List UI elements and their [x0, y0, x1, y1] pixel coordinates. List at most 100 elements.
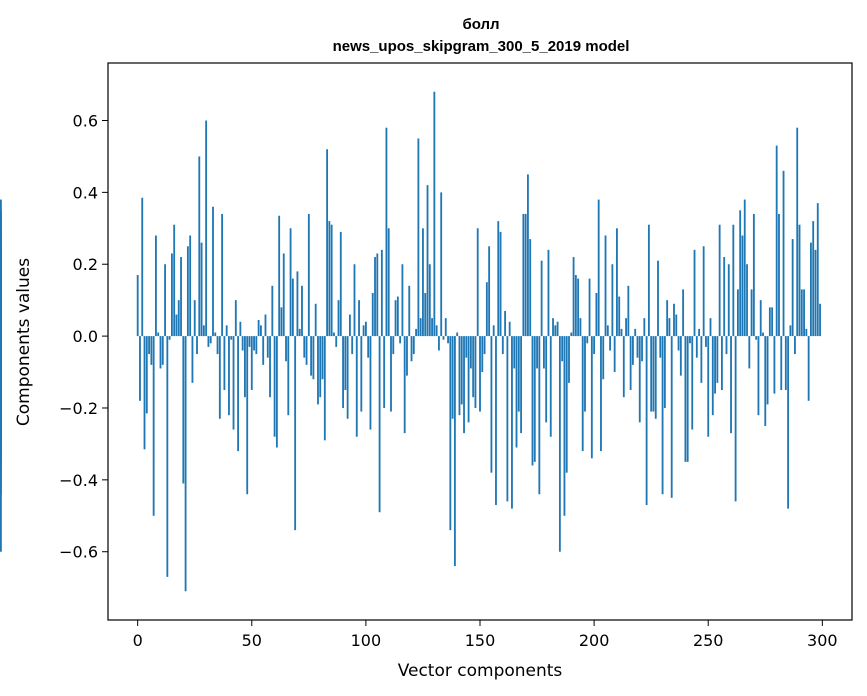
bar [403, 336, 406, 434]
bar [689, 336, 691, 344]
bar [700, 336, 703, 383]
bar [333, 332, 335, 337]
bar [193, 300, 196, 337]
y-axis-label: Components values [14, 258, 34, 426]
x-tick-label: 300 [807, 631, 838, 650]
bar [0, 264, 2, 337]
bar [469, 336, 472, 369]
bar [686, 336, 689, 462]
bar [730, 336, 732, 434]
bar [364, 321, 367, 337]
bar [597, 199, 600, 337]
bar [298, 328, 301, 337]
bar [314, 303, 317, 337]
bar [472, 336, 475, 398]
bar [668, 318, 671, 337]
bar [602, 336, 605, 380]
bar [285, 336, 287, 362]
bar [349, 314, 351, 337]
bar [232, 336, 235, 430]
bar [513, 336, 516, 369]
bar [634, 328, 637, 337]
bar [616, 228, 618, 337]
bar [663, 336, 666, 408]
bar [698, 328, 701, 337]
bar [791, 239, 794, 337]
bar [794, 336, 796, 355]
bar [143, 336, 146, 450]
bar [807, 336, 810, 401]
x-axis-ticks: 0 50 100 150 200 250 300 [133, 620, 838, 650]
bar [549, 336, 552, 437]
bar [244, 336, 246, 398]
bar [433, 91, 436, 337]
bar [547, 249, 550, 337]
bar [586, 336, 589, 344]
chart-title: болл [462, 16, 499, 33]
bar [310, 336, 313, 376]
bar [458, 336, 461, 416]
bar [714, 336, 716, 394]
bar [613, 336, 616, 373]
bar [212, 206, 214, 337]
bar [504, 310, 507, 337]
bar [326, 149, 329, 337]
bars-group [0, 91, 821, 592]
bar [552, 318, 554, 337]
bar [590, 336, 593, 459]
bar [296, 271, 299, 337]
y-tick-label: −0.2 [59, 399, 98, 418]
bar [721, 336, 723, 391]
bar [481, 336, 484, 373]
bar [182, 336, 185, 484]
bar [636, 336, 639, 358]
bar [787, 336, 790, 509]
bar [257, 319, 260, 337]
bar [319, 336, 322, 398]
bar [186, 246, 189, 337]
bar [517, 336, 520, 412]
bar [358, 300, 360, 337]
bar [775, 145, 778, 337]
bar [180, 257, 182, 337]
bar [449, 336, 452, 531]
bar [531, 336, 534, 466]
bar [237, 336, 239, 452]
bar [239, 321, 242, 337]
bar [638, 336, 641, 423]
bar [417, 138, 420, 337]
bar [611, 264, 614, 337]
bar [485, 282, 488, 337]
bar [422, 228, 424, 337]
bar [157, 332, 160, 337]
bar [593, 336, 596, 355]
bar [632, 336, 634, 365]
bar [627, 285, 630, 337]
bar [711, 336, 714, 416]
bar [200, 242, 203, 337]
bar [148, 336, 150, 355]
bar [476, 228, 479, 337]
bar [339, 231, 342, 337]
bar [800, 289, 803, 337]
bar [351, 336, 354, 355]
bar [465, 336, 468, 358]
bar [221, 213, 224, 337]
bar [408, 285, 411, 337]
bar [214, 332, 217, 337]
bar [438, 336, 440, 351]
bar [508, 321, 511, 337]
bar [488, 246, 491, 337]
bar [426, 185, 429, 337]
bar [570, 332, 573, 337]
x-tick-label: 200 [579, 631, 610, 650]
bar [248, 336, 251, 347]
bar [743, 199, 746, 337]
bar [374, 257, 376, 337]
bar [0, 303, 2, 337]
bar [622, 336, 625, 398]
bar [780, 336, 783, 391]
bar [759, 300, 762, 337]
bar [218, 336, 221, 419]
bar [816, 203, 819, 337]
